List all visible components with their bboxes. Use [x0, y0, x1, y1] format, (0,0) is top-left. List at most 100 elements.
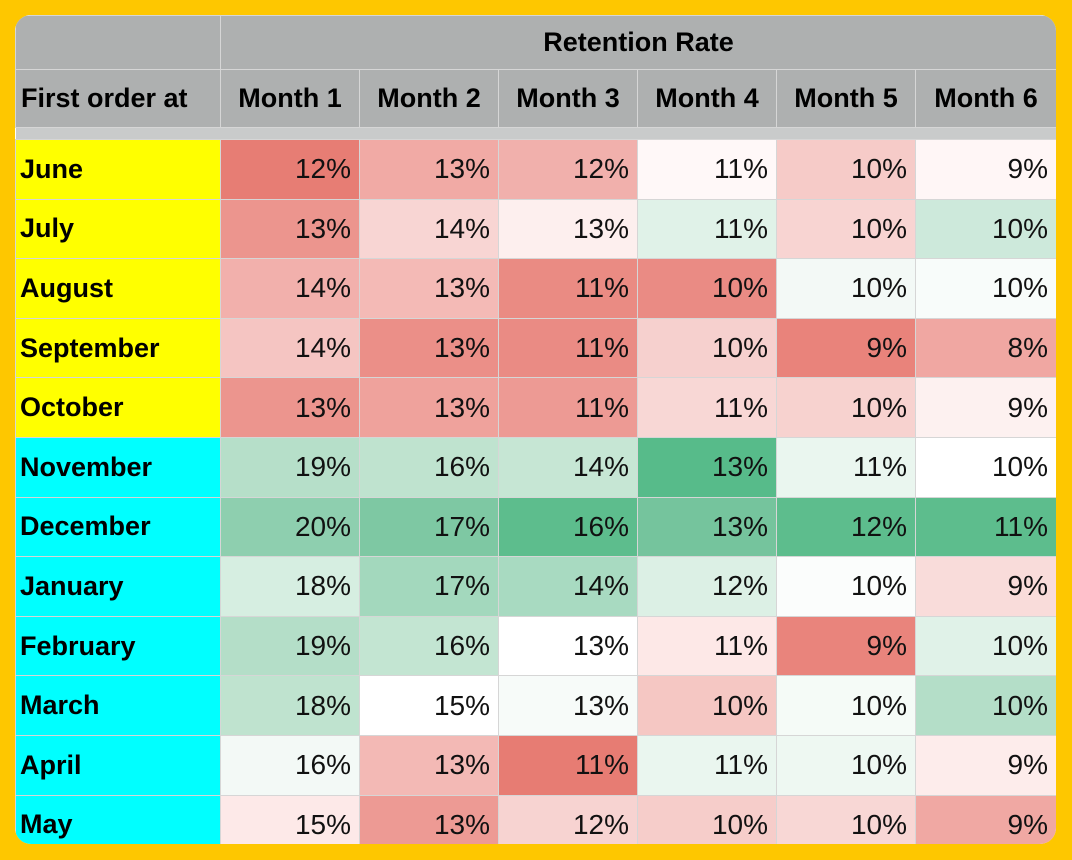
table-row: March 18% 15% 13% 10% 10% 10% — [15, 675, 1056, 736]
retention-cell: 14% — [359, 198, 499, 260]
retention-cell: 11% — [637, 377, 777, 438]
retention-cell: 9% — [776, 317, 916, 379]
chart-title: Retention Rate — [220, 15, 1056, 70]
table-row: December 20% 17% 16% 13% 12% 11% — [15, 496, 1056, 558]
retention-cell: 11% — [498, 317, 638, 379]
retention-cell: 11% — [776, 436, 916, 498]
retention-cell: 10% — [637, 317, 777, 379]
retention-cell: 16% — [498, 496, 638, 558]
retention-cell: 12% — [776, 496, 916, 558]
retention-cell: 10% — [915, 675, 1056, 736]
row-label-july: July — [15, 198, 221, 260]
retention-cell: 12% — [498, 794, 638, 844]
retention-cell: 10% — [776, 734, 916, 796]
retention-cell: 10% — [915, 436, 1056, 498]
retention-cell: 16% — [359, 615, 499, 677]
table-row: August 14% 13% 11% 10% 10% 10% — [15, 258, 1056, 319]
retention-cell: 9% — [915, 734, 1056, 796]
retention-cell: 11% — [498, 377, 638, 438]
table-row: January 18% 17% 14% 12% 10% 9% — [15, 556, 1056, 617]
retention-cell: 10% — [637, 675, 777, 736]
retention-cell: 13% — [359, 377, 499, 438]
table-row: April 16% 13% 11% 11% 10% 9% — [15, 734, 1056, 796]
retention-cell: 11% — [498, 258, 638, 319]
retention-cell: 10% — [637, 794, 777, 844]
retention-cell: 13% — [637, 496, 777, 558]
retention-cell: 10% — [776, 198, 916, 260]
retention-cell: 13% — [498, 675, 638, 736]
retention-cell: 13% — [220, 377, 360, 438]
retention-cell: 10% — [776, 556, 916, 617]
column-header-month-4: Month 4 — [637, 69, 777, 128]
retention-cell: 10% — [915, 258, 1056, 319]
retention-cell: 15% — [359, 675, 499, 736]
retention-cell: 14% — [498, 556, 638, 617]
retention-cell: 9% — [776, 615, 916, 677]
table-row: May 15% 13% 12% 10% 10% 9% — [15, 794, 1056, 844]
retention-cell: 10% — [637, 258, 777, 319]
retention-cell: 10% — [915, 615, 1056, 677]
retention-cell: 18% — [220, 556, 360, 617]
retention-cell: 9% — [915, 139, 1056, 200]
retention-cell: 12% — [498, 139, 638, 200]
retention-cell: 16% — [359, 436, 499, 498]
retention-cell: 9% — [915, 556, 1056, 617]
table-row: September 14% 13% 11% 10% 9% 8% — [15, 317, 1056, 379]
row-header-label: First order at — [15, 69, 221, 128]
retention-cell: 11% — [498, 734, 638, 796]
retention-cell: 20% — [220, 496, 360, 558]
retention-cell: 18% — [220, 675, 360, 736]
retention-cell: 13% — [498, 615, 638, 677]
retention-cell: 10% — [776, 794, 916, 844]
column-header-month-2: Month 2 — [359, 69, 499, 128]
row-label-august: August — [15, 258, 221, 319]
header-spacer-row — [15, 127, 1056, 140]
retention-cell: 14% — [220, 317, 360, 379]
row-label-march: March — [15, 675, 221, 736]
retention-cell: 11% — [637, 734, 777, 796]
row-label-june: June — [15, 139, 221, 200]
row-label-january: January — [15, 556, 221, 617]
retention-cell: 10% — [776, 675, 916, 736]
retention-cell: 17% — [359, 556, 499, 617]
header-corner-cell — [15, 15, 221, 70]
retention-cell: 13% — [359, 139, 499, 200]
column-header-month-3: Month 3 — [498, 69, 638, 128]
table-row: October 13% 13% 11% 11% 10% 9% — [15, 377, 1056, 438]
retention-cell: 10% — [776, 377, 916, 438]
row-label-april: April — [15, 734, 221, 796]
table-row: November 19% 16% 14% 13% 11% 10% — [15, 436, 1056, 498]
retention-cell: 17% — [359, 496, 499, 558]
retention-cell: 9% — [915, 377, 1056, 438]
column-header-month-1: Month 1 — [220, 69, 360, 128]
retention-cell: 14% — [220, 258, 360, 319]
retention-cell: 11% — [637, 139, 777, 200]
row-label-november: November — [15, 436, 221, 498]
retention-cell: 15% — [220, 794, 360, 844]
retention-cell: 10% — [776, 258, 916, 319]
column-header-month-5: Month 5 — [776, 69, 916, 128]
retention-cell: 11% — [637, 198, 777, 260]
retention-cell: 12% — [637, 556, 777, 617]
retention-cell: 13% — [359, 734, 499, 796]
row-label-october: October — [15, 377, 221, 438]
retention-cell: 19% — [220, 436, 360, 498]
row-label-december: December — [15, 496, 221, 558]
row-label-september: September — [15, 317, 221, 379]
retention-cell: 13% — [359, 258, 499, 319]
row-label-february: February — [15, 615, 221, 677]
retention-cell: 14% — [498, 436, 638, 498]
retention-cell: 9% — [915, 794, 1056, 844]
retention-cell: 10% — [915, 198, 1056, 260]
retention-cell: 13% — [220, 198, 360, 260]
retention-cell: 8% — [915, 317, 1056, 379]
retention-cell: 11% — [637, 615, 777, 677]
retention-cell: 12% — [220, 139, 360, 200]
retention-cell: 13% — [498, 198, 638, 260]
retention-cell: 16% — [220, 734, 360, 796]
table-row: June 12% 13% 12% 11% 10% 9% — [15, 139, 1056, 200]
row-label-may: May — [15, 794, 221, 844]
table-row: July 13% 14% 13% 11% 10% 10% — [15, 198, 1056, 260]
retention-cell: 13% — [637, 436, 777, 498]
retention-heatmap-table: Retention Rate First order at Month 1 Mon… — [15, 15, 1056, 844]
